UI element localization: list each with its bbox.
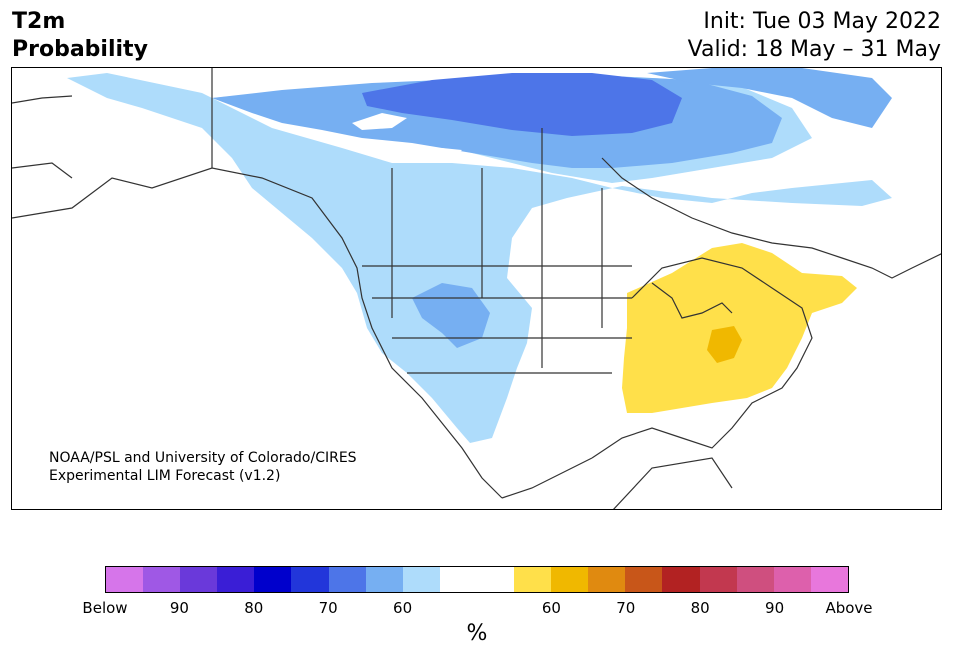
colorbar-swatch bbox=[217, 567, 255, 592]
borders bbox=[12, 68, 941, 509]
colorbar-swatch bbox=[625, 567, 663, 592]
colorbar-swatch bbox=[476, 567, 515, 592]
map-panel bbox=[11, 67, 942, 510]
colorbar-swatch bbox=[254, 567, 292, 592]
lake-great-slave bbox=[417, 148, 462, 163]
region-arctic-islands bbox=[647, 68, 892, 128]
colorbar-swatch bbox=[588, 567, 626, 592]
colorbar-swatch bbox=[551, 567, 589, 592]
init-date: Init: Tue 03 May 2022 bbox=[703, 9, 941, 34]
title-line-1: T2m bbox=[12, 9, 66, 34]
map-title: T2m Probability bbox=[12, 8, 148, 64]
colorbar-tick-label: 90 bbox=[169, 599, 189, 617]
credit-line-1: NOAA/PSL and University of Colorado/CIRE… bbox=[49, 450, 357, 466]
region-below-80 bbox=[362, 73, 682, 136]
colorbar-tick-label: 60 bbox=[541, 599, 561, 617]
colorbar-tick-label: Above bbox=[825, 599, 873, 617]
colorbar-swatch bbox=[699, 567, 737, 592]
colorbar-swatch bbox=[180, 567, 218, 592]
colorbar-swatch bbox=[106, 567, 144, 592]
colorbar-swatch bbox=[662, 567, 700, 592]
colorbar-unit: % bbox=[466, 621, 488, 646]
map-svg bbox=[12, 68, 941, 509]
region-above-60 bbox=[622, 243, 857, 413]
colorbar-tick-label: 80 bbox=[690, 599, 710, 617]
lake-great-bear bbox=[352, 113, 407, 130]
colorbar-tick-label: 70 bbox=[616, 599, 636, 617]
colorbar-swatch bbox=[736, 567, 774, 592]
credit-text: NOAA/PSL and University of Colorado/CIRE… bbox=[49, 449, 357, 485]
colorbar-tick-label: Below bbox=[82, 599, 128, 617]
colorbar-swatch bbox=[810, 567, 848, 592]
colorbar-swatch bbox=[402, 567, 440, 592]
colorbar-swatch bbox=[291, 567, 329, 592]
colorbar-swatch bbox=[143, 567, 181, 592]
colorbar-swatch bbox=[328, 567, 366, 592]
colorbar-tick-label: 90 bbox=[765, 599, 785, 617]
colorbar-tick-label: 60 bbox=[393, 599, 413, 617]
colorbar-swatch bbox=[439, 567, 477, 592]
region-above-70 bbox=[707, 326, 742, 363]
credit-line-2: Experimental LIM Forecast (v1.2) bbox=[49, 468, 281, 484]
region-below-60 bbox=[67, 73, 892, 443]
colorbar-swatch bbox=[514, 567, 552, 592]
title-line-2: Probability bbox=[12, 37, 148, 62]
valid-range: Valid: 18 May – 31 May bbox=[687, 37, 941, 62]
colorbar-tick-label: 80 bbox=[244, 599, 264, 617]
forecast-dates: Init: Tue 03 May 2022 Valid: 18 May – 31… bbox=[688, 8, 941, 64]
colorbar bbox=[105, 566, 849, 593]
colorbar-swatch bbox=[773, 567, 811, 592]
region-great-basin bbox=[412, 283, 490, 348]
colorbar-tick-label: 70 bbox=[318, 599, 338, 617]
colorbar-swatch bbox=[365, 567, 403, 592]
